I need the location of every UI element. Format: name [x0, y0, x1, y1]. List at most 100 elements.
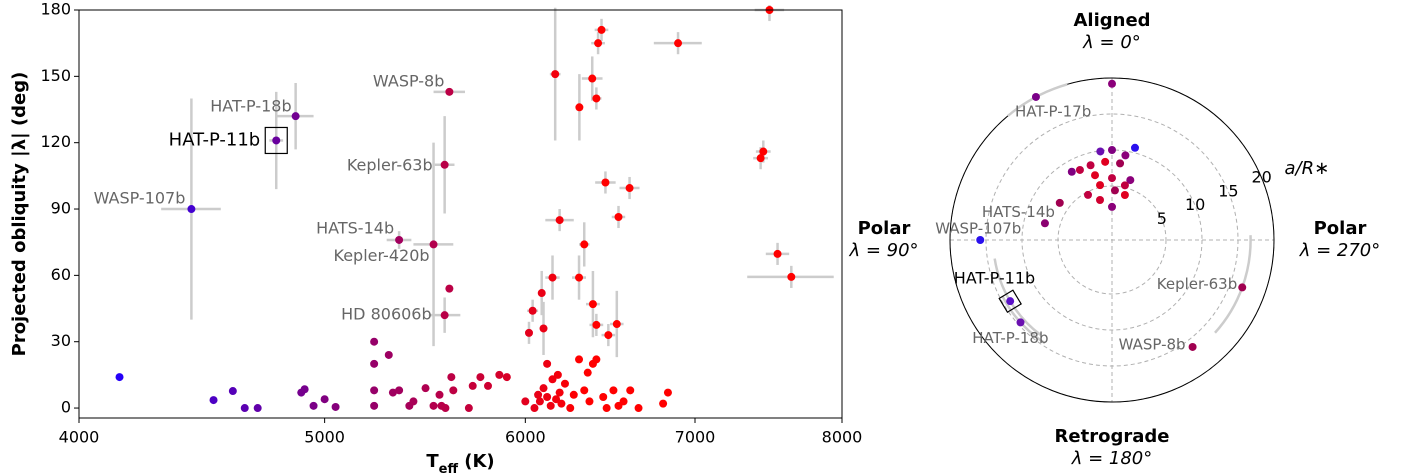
data-point: [435, 390, 444, 399]
point-label: HD 80606b: [341, 305, 432, 324]
data-point: [370, 337, 379, 346]
data-point: [1126, 176, 1135, 185]
data-point: [388, 388, 397, 397]
data-point: [1016, 318, 1025, 327]
data-point: [1095, 196, 1104, 205]
data-point: [601, 178, 610, 187]
point-label: WASP-107b: [94, 189, 186, 208]
data-point: [228, 387, 237, 396]
data-point: [1108, 79, 1116, 88]
data-point: [543, 359, 552, 368]
data-point: [370, 386, 379, 395]
x-tick-label: 6000: [505, 428, 546, 447]
data-point: [495, 370, 504, 379]
data-point: [548, 273, 557, 282]
data-point: [440, 160, 449, 169]
data-point: [663, 388, 672, 397]
data-point: [409, 397, 418, 406]
y-axis-label: Projected obliquity |λ| (deg): [9, 72, 30, 357]
y-tick-label: 150: [40, 66, 71, 85]
x-tick-label: 8000: [822, 428, 863, 447]
x-tick-label: 4000: [59, 428, 100, 447]
y-tick-label: 90: [51, 199, 71, 218]
data-point: [1031, 92, 1040, 101]
direction-title: Aligned: [1073, 10, 1150, 31]
data-point: [1096, 181, 1105, 190]
y-tick-label: 0: [61, 398, 71, 417]
data-point: [1075, 165, 1084, 174]
x-tick-label: 5000: [304, 428, 345, 447]
x-axis-label-main: T: [426, 451, 439, 472]
point-label: HAT-P-11b: [954, 269, 1035, 288]
data-point: [546, 401, 555, 410]
point-label: HAT-P-17b: [1015, 102, 1091, 120]
x-tick-label: 7000: [675, 428, 716, 447]
data-point: [384, 350, 393, 359]
data-point: [320, 395, 329, 404]
data-point: [1121, 151, 1130, 160]
data-point: [539, 384, 548, 393]
x-axis-label: Teff (K): [426, 451, 494, 474]
data-point: [543, 392, 552, 401]
data-point: [464, 404, 473, 413]
data-point: [1101, 157, 1110, 166]
data-point: [787, 272, 796, 281]
data-point: [445, 87, 454, 96]
data-point: [1120, 181, 1129, 190]
data-point: [599, 392, 608, 401]
data-point: [560, 379, 569, 388]
data-point: [585, 397, 594, 406]
radial-grid: [1057, 185, 1167, 295]
highlight-box: [264, 126, 288, 155]
r-tick-label: 10: [1185, 195, 1205, 214]
data-point: [674, 39, 683, 48]
data-point: [1067, 167, 1076, 176]
data-point: [659, 399, 668, 408]
point-label: HAT-P-11b: [169, 129, 261, 150]
direction-title: Polar: [1314, 218, 1367, 239]
data-point: [592, 94, 601, 103]
direction-sub: λ = 270°: [1299, 240, 1381, 261]
data-point: [429, 401, 438, 410]
direction-sub: λ = 0°: [1082, 32, 1141, 53]
polar-frame: [949, 77, 1275, 403]
axes-frame: [78, 9, 843, 419]
point-label: WASP-8b: [1119, 335, 1186, 353]
data-point: [588, 300, 597, 309]
data-point: [441, 404, 450, 413]
r-axis-label: a/R∗: [1285, 158, 1330, 179]
data-point: [1006, 297, 1015, 306]
data-point: [1091, 171, 1100, 180]
data-point: [551, 70, 560, 79]
data-point: [580, 386, 589, 395]
data-point: [476, 373, 485, 382]
data-point: [447, 373, 456, 382]
data-point: [1130, 143, 1139, 152]
data-point: [535, 397, 544, 406]
data-point: [300, 385, 309, 394]
data-point: [537, 289, 546, 298]
data-point: [604, 331, 613, 340]
data-point: [240, 404, 249, 413]
data-point: [592, 355, 601, 364]
data-point: [566, 404, 575, 413]
data-point: [609, 386, 618, 395]
data-point: [1188, 342, 1197, 351]
y-tick-label: 120: [40, 132, 71, 151]
data-point: [1116, 159, 1125, 168]
data-point: [619, 397, 628, 406]
data-point: [588, 74, 597, 83]
data-point: [759, 147, 768, 156]
data-point: [575, 103, 584, 112]
point-label: Kepler-63b: [347, 155, 433, 174]
r-tick-label: 15: [1218, 181, 1238, 200]
data-point: [534, 390, 543, 399]
point-label: HATS-14b: [982, 203, 1055, 221]
data-point: [528, 306, 537, 315]
data-point: [597, 25, 606, 34]
data-point: [583, 368, 592, 377]
data-point: [1086, 161, 1095, 170]
data-point: [1108, 174, 1116, 183]
radial-grid: [985, 113, 1239, 367]
